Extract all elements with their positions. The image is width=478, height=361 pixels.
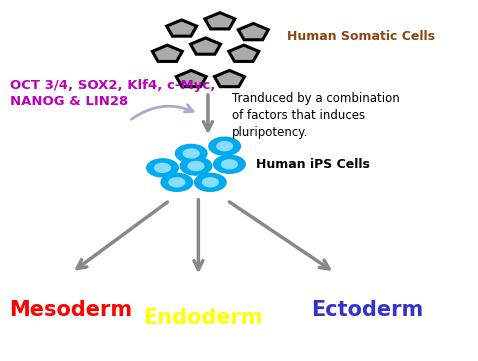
Polygon shape — [167, 20, 196, 36]
Polygon shape — [191, 38, 220, 54]
Polygon shape — [176, 70, 206, 87]
Text: Human iPS Cells: Human iPS Cells — [256, 158, 369, 171]
Ellipse shape — [161, 173, 193, 191]
Ellipse shape — [169, 178, 185, 187]
Text: Endoderm: Endoderm — [143, 308, 263, 328]
FancyArrowPatch shape — [131, 105, 193, 119]
Text: OCT 3/4, SOX2, Klf4, c-Myc,
NANOG & LIN28: OCT 3/4, SOX2, Klf4, c-Myc, NANOG & LIN2… — [10, 79, 215, 108]
Ellipse shape — [195, 173, 226, 191]
Ellipse shape — [147, 159, 178, 177]
Ellipse shape — [184, 149, 199, 158]
Ellipse shape — [221, 160, 237, 169]
Text: Ectoderm: Ectoderm — [311, 300, 423, 321]
Ellipse shape — [175, 144, 207, 162]
Text: Human Somatic Cells: Human Somatic Cells — [287, 30, 435, 43]
Ellipse shape — [188, 162, 204, 170]
Polygon shape — [152, 45, 182, 61]
Ellipse shape — [217, 142, 232, 151]
Ellipse shape — [180, 157, 212, 175]
Polygon shape — [229, 45, 259, 61]
Ellipse shape — [202, 178, 218, 187]
Ellipse shape — [209, 137, 240, 155]
Ellipse shape — [214, 155, 245, 173]
Text: Mesoderm: Mesoderm — [10, 300, 133, 321]
Text: Tranduced by a combination
of factors that induces
pluripotency.: Tranduced by a combination of factors th… — [232, 92, 400, 139]
Polygon shape — [239, 23, 268, 40]
Polygon shape — [205, 13, 235, 29]
Ellipse shape — [155, 164, 171, 172]
Polygon shape — [215, 70, 244, 87]
